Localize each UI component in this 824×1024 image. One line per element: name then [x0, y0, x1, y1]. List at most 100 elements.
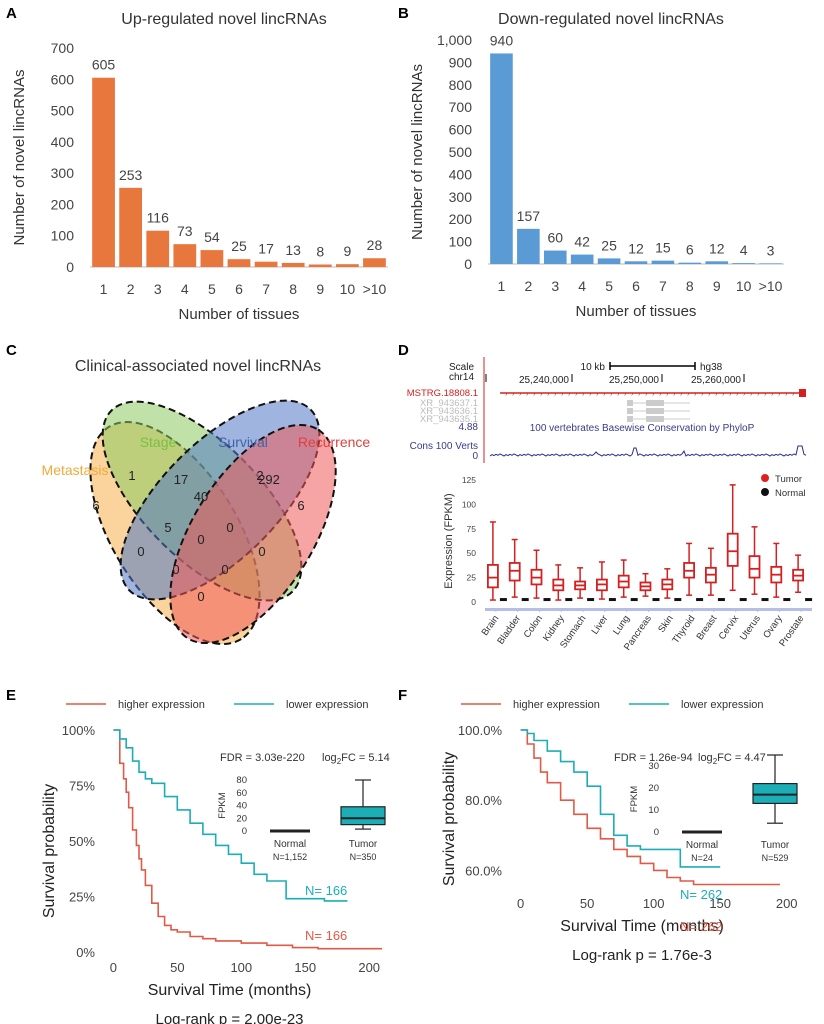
- y-tick-label: 700: [51, 40, 75, 56]
- log-rank-pvalue: Log-rank p = 2.00e-23: [155, 1011, 303, 1024]
- bar-3: [543, 250, 567, 264]
- log2fc-value: FC = 4.47: [717, 752, 766, 764]
- y-tick-label: 100.0%: [458, 723, 503, 738]
- transcript-strand-mark: ›: [645, 391, 648, 398]
- y-axis-title: Survival probability: [441, 752, 458, 886]
- transcript-strand-mark: ›: [764, 391, 767, 398]
- x-tick-label: 8: [289, 281, 297, 297]
- bar-value-label: 116: [147, 210, 170, 226]
- panel-letters: A B C D E F: [6, 5, 409, 704]
- inset-y-tick-label: 0: [242, 826, 247, 837]
- transcript-strand-mark: ›: [624, 391, 627, 398]
- bar-value-label: 73: [177, 223, 193, 239]
- browser-chr-label: chr14: [449, 372, 474, 383]
- x-tick-label: 1: [498, 278, 506, 294]
- transcript-strand-mark: ›: [554, 391, 557, 398]
- panel-letter-c: C: [6, 342, 17, 359]
- fdr-label: FDR = 1.26e-94: [614, 752, 693, 764]
- x-tick-label: 6: [235, 281, 243, 297]
- log2fc-prefix: log: [698, 752, 713, 764]
- x-tick-label: Skin: [656, 613, 676, 634]
- y-tick-label: 200: [449, 211, 473, 227]
- chart-title: Down-regulated novel lincRNAs: [498, 11, 724, 28]
- cons-max-label: 4.88: [459, 422, 479, 433]
- y-tick-label: 400: [449, 166, 473, 182]
- x-tick-label: 3: [551, 278, 559, 294]
- y-tick-label: 800: [449, 77, 473, 93]
- venn-region-count: 292: [258, 472, 280, 487]
- tumor-box-Bladder: [508, 562, 521, 582]
- transcript-strand-mark: ›: [610, 391, 613, 398]
- transcript-strand-mark: ›: [708, 391, 711, 398]
- transcript-exon: [627, 408, 633, 414]
- bar-1: [490, 53, 513, 264]
- bar-value-label: 13: [285, 242, 301, 258]
- normal-box-Prostate: [805, 598, 813, 602]
- browser-genome-label: hg38: [700, 362, 723, 373]
- bar-9: [705, 261, 729, 264]
- transcript-exon: [627, 416, 633, 422]
- x-tick-label: 50: [170, 960, 184, 975]
- transcript-strand-mark: ›: [792, 391, 795, 398]
- normal-box-Kidney: [565, 598, 573, 602]
- x-tick-label: Cervix: [717, 613, 742, 642]
- venn-region-count: 17: [174, 472, 188, 487]
- transcript-strand-mark: ›: [666, 391, 669, 398]
- browser-coordinate: 25,260,000: [691, 375, 741, 386]
- inset-tumor-box: [340, 806, 386, 826]
- normal-box-Brain: [499, 598, 507, 602]
- transcript-strand-mark: ›: [589, 391, 592, 398]
- x-axis-title: Number of tissues: [576, 303, 697, 320]
- x-tick-label: Uterus: [738, 613, 763, 642]
- x-tick-label: 5: [605, 278, 613, 294]
- y-tick-label: 900: [449, 54, 473, 70]
- legend-label: higher expression: [118, 699, 205, 711]
- transcript-strand-mark: ›: [722, 391, 725, 398]
- bar-value-label: 42: [574, 234, 590, 250]
- transcript-strand-mark: ›: [799, 391, 802, 398]
- legend-marker-tumor: [761, 474, 769, 482]
- bar-value-label: 25: [231, 238, 247, 254]
- transcript-strand-mark: ›: [596, 391, 599, 398]
- transcript-strand-mark: ›: [505, 391, 508, 398]
- bar-value-label: 6: [686, 242, 694, 258]
- survival-curve-higher: [520, 729, 780, 886]
- legend-label: higher expression: [513, 699, 600, 711]
- bar-7: [254, 261, 278, 267]
- inset-y-tick-label: 60: [236, 788, 247, 799]
- normal-box-Lung: [630, 598, 638, 602]
- x-tick-label: 9: [713, 278, 721, 294]
- x-tick-label: 2: [524, 278, 532, 294]
- browser-coordinate: 25,250,000: [609, 375, 659, 386]
- transcript-strand-mark: ›: [617, 391, 620, 398]
- normal-box-Liver: [608, 598, 616, 602]
- panel-letter-a: A: [6, 5, 17, 22]
- venn-region-count: 0: [172, 562, 179, 577]
- bar-value-label: 12: [709, 240, 725, 256]
- n-label-higher: N= 262: [680, 919, 722, 934]
- x-tick-label: 10: [340, 281, 356, 297]
- inset-group-label: Normal: [274, 839, 306, 850]
- transcript-strand-mark: ›: [582, 391, 585, 398]
- y-tick-label: 500: [51, 103, 75, 119]
- transcript-strand-mark: ›: [540, 391, 543, 398]
- bar-8: [281, 262, 305, 267]
- x-tick-label: Bladder: [495, 613, 523, 646]
- y-tick-label: 100: [449, 234, 473, 250]
- bar-value-label: 54: [204, 229, 220, 245]
- bar-value-label: 940: [490, 32, 514, 48]
- x-tick-label: 100: [230, 960, 252, 975]
- y-tick-label: 300: [51, 165, 75, 181]
- panel-c-venn-diagram: Clinical-associated novel lincRNAs Metast…: [42, 358, 370, 645]
- browser-track-label: MSTRG.18808.1: [407, 388, 478, 399]
- chart-title: Clinical-associated novel lincRNAs: [75, 358, 321, 375]
- panel-letter-e: E: [6, 687, 16, 704]
- x-tick-label: 0: [517, 896, 524, 911]
- y-tick-label: 400: [51, 134, 75, 150]
- bar-3: [146, 230, 170, 267]
- x-axis-title: Number of tissues: [179, 306, 300, 323]
- legend-label: Tumor: [775, 474, 802, 485]
- y-tick-label: 700: [449, 99, 473, 115]
- venn-region-count: 0: [197, 532, 204, 547]
- transcript-strand-mark: ›: [757, 391, 760, 398]
